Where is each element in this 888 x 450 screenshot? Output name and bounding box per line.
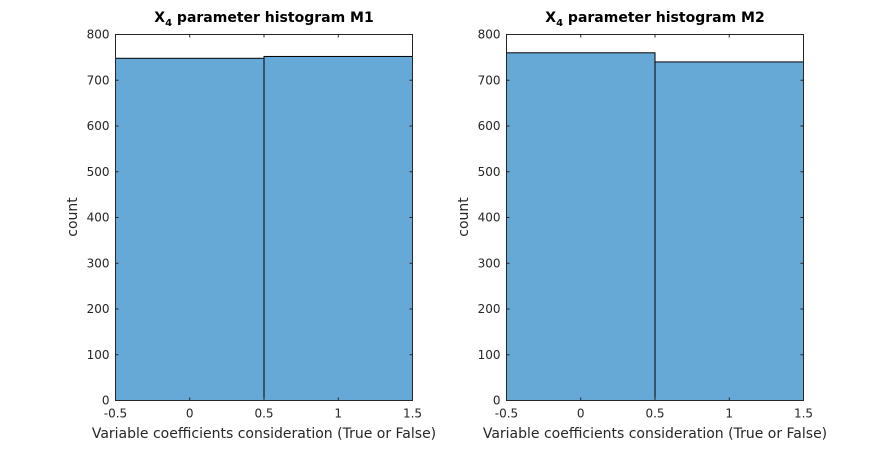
- bars: [115, 55, 413, 402]
- histogram-bar: [506, 52, 656, 402]
- y-tick-label: 500: [478, 165, 501, 179]
- x-tick-label: 1.5: [403, 407, 422, 421]
- bars: [506, 52, 804, 402]
- y-tick-label: 500: [87, 165, 110, 179]
- x-tick-label: 1: [334, 407, 342, 421]
- y-tick-label: 700: [87, 73, 110, 87]
- histogram-panel-m1: X4 parameter histogram M1 -0.5 0 0.5 1 1.501…: [65, 10, 436, 442]
- y-tick-label: 600: [478, 119, 501, 133]
- x-tick-label: -0.5: [104, 407, 127, 421]
- x-tick-label: 1: [725, 407, 733, 421]
- y-tick-label: 100: [478, 348, 501, 362]
- y-tick-label: 800: [87, 28, 110, 42]
- y-tick-label: 0: [102, 394, 110, 408]
- x-axis-label: Variable coefficients consideration (Tru…: [92, 426, 436, 442]
- y-tick-label: 200: [478, 302, 501, 316]
- y-tick-label: 400: [478, 211, 501, 225]
- y-tick-label: 300: [87, 256, 110, 270]
- histogram-bar: [115, 57, 265, 401]
- x-tick-label: -0.5: [495, 407, 518, 421]
- y-tick-label: 200: [87, 302, 110, 316]
- x-axis-label: Variable coefficients consideration (Tru…: [483, 426, 827, 442]
- y-tick-label: 300: [478, 256, 501, 270]
- x-tick-label: 0: [577, 407, 585, 421]
- y-tick-label: 800: [478, 28, 501, 42]
- x-tick-label: 0.5: [254, 407, 273, 421]
- y-tick-label: 0: [493, 394, 501, 408]
- chart-title: X4 parameter histogram M2: [545, 10, 764, 29]
- x-tick-label: 1.5: [794, 407, 813, 421]
- histogram-bar: [654, 61, 804, 401]
- y-tick-label: 600: [87, 119, 110, 133]
- histogram-bar: [263, 55, 413, 402]
- y-tick-label: 400: [87, 211, 110, 225]
- y-axis-label: count: [65, 197, 81, 237]
- y-tick-label: 700: [478, 73, 501, 87]
- y-axis-label: count: [456, 197, 472, 237]
- histogram-panel-m2: X4 parameter histogram M2 -0.5 0 0.5 1 1.501…: [456, 10, 827, 442]
- y-tick-label: 100: [87, 348, 110, 362]
- chart-title: X4 parameter histogram M1: [154, 10, 373, 29]
- x-tick-label: 0: [186, 407, 194, 421]
- x-tick-label: 0.5: [645, 407, 664, 421]
